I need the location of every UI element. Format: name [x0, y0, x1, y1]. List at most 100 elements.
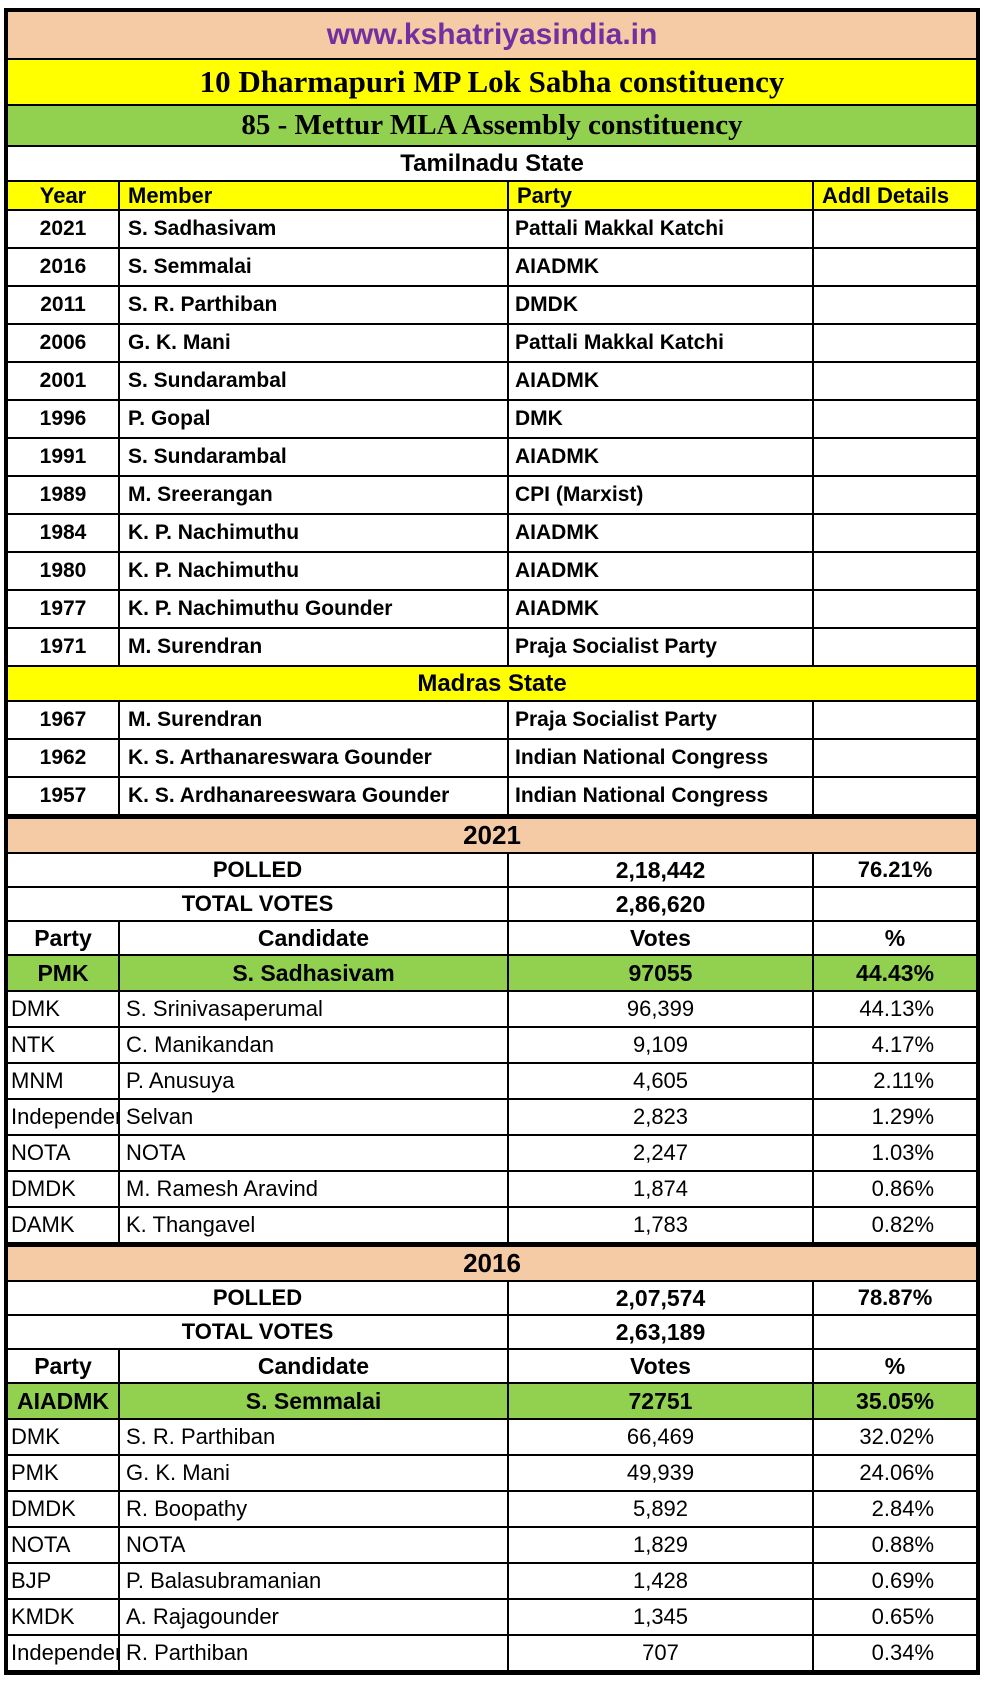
result-row: NTK C. Manikandan 9,109 4.17%	[5, 1026, 980, 1064]
party-cell: Indian National Congress	[507, 776, 814, 818]
result-row: PMK G. K. Mani 49,939 24.06%	[5, 1454, 980, 1492]
pct-cell: 2.11%	[811, 1062, 980, 1100]
votes-cell: 97055	[507, 954, 814, 992]
candidate-header: Candidate	[118, 1348, 509, 1384]
year-cell: 1989	[5, 475, 120, 515]
candidate-cell: R. Parthiban	[118, 1634, 509, 1674]
member-header: Member	[118, 180, 509, 211]
member-row: 2006 G. K. Mani Pattali Makkal Katchi	[5, 323, 980, 363]
year-cell: 1980	[5, 551, 120, 591]
addl-cell	[811, 551, 980, 591]
party-header: Party	[5, 1348, 120, 1384]
votes-cell: 1,428	[507, 1562, 814, 1600]
member-cell: P. Gopal	[118, 399, 509, 439]
pct-cell: 1.29%	[811, 1098, 980, 1136]
year-cell: 1984	[5, 513, 120, 553]
candidate-cell: NOTA	[118, 1134, 509, 1172]
tamilnadu-state-band: Tamilnadu State	[4, 145, 980, 182]
party-cell: NOTA	[5, 1134, 120, 1172]
party-cell: MNM	[5, 1062, 120, 1100]
pct-cell: 0.65%	[811, 1598, 980, 1636]
pct-cell: 35.05%	[811, 1382, 980, 1420]
votes-cell: 2,247	[507, 1134, 814, 1172]
candidate-cell: S. Srinivasaperumal	[118, 990, 509, 1028]
addl-details-header: Addl Details	[811, 180, 980, 211]
year-header: Year	[5, 180, 120, 211]
party-cell: AIADMK	[507, 361, 814, 401]
member-cell: S. Sundarambal	[118, 361, 509, 401]
party-cell: AIADMK	[5, 1382, 120, 1420]
total-votes-pct	[811, 1314, 980, 1350]
party-cell: Pattali Makkal Katchi	[507, 323, 814, 363]
party-cell: Indian National Congress	[507, 738, 814, 778]
party-cell: KMDK	[5, 1598, 120, 1636]
party-cell: Praja Socialist Party	[507, 627, 814, 667]
polled-pct: 78.87%	[811, 1280, 980, 1316]
year-cell: 1971	[5, 627, 120, 667]
polled-votes: 2,07,574	[507, 1280, 814, 1316]
pct-cell: 0.69%	[811, 1562, 980, 1600]
site-banner: www.kshatriyasindia.in	[4, 9, 980, 60]
result-row: BJP P. Balasubramanian 1,428 0.69%	[5, 1562, 980, 1600]
addl-cell	[811, 437, 980, 477]
votes-header: Votes	[507, 1348, 814, 1384]
member-row: 1996 P. Gopal DMK	[5, 399, 980, 439]
candidate-cell: S. Semmalai	[118, 1382, 509, 1420]
year-cell: 1996	[5, 399, 120, 439]
candidate-cell: S. R. Parthiban	[118, 1418, 509, 1456]
party-cell: Praja Socialist Party	[507, 700, 814, 740]
result-row: DMDK R. Boopathy 5,892 2.84%	[5, 1490, 980, 1528]
party-cell: NTK	[5, 1026, 120, 1064]
pct-cell: 24.06%	[811, 1454, 980, 1492]
candidate-cell: NOTA	[118, 1526, 509, 1564]
addl-cell	[811, 323, 980, 363]
votes-cell: 1,829	[507, 1526, 814, 1564]
results-table: www.kshatriyasindia.in 10 Dharmapuri MP …	[4, 8, 981, 1675]
constituency-sheet: www.kshatriyasindia.in 10 Dharmapuri MP …	[4, 8, 981, 1675]
member-row: 1989 M. Sreerangan CPI (Marxist)	[5, 475, 980, 515]
party-cell: AIADMK	[507, 589, 814, 629]
votes-cell: 49,939	[507, 1454, 814, 1492]
pct-cell: 44.43%	[811, 954, 980, 992]
result-row: DMK S. Srinivasaperumal 96,399 44.13%	[5, 990, 980, 1028]
member-table-header: Year Member Party Addl Details	[5, 180, 980, 211]
year-cell: 1977	[5, 589, 120, 629]
member-cell: G. K. Mani	[118, 323, 509, 363]
votes-cell: 66,469	[507, 1418, 814, 1456]
member-cell: M. Surendran	[118, 627, 509, 667]
year-cell: 2011	[5, 285, 120, 325]
addl-cell	[811, 700, 980, 740]
votes-cell: 1,345	[507, 1598, 814, 1636]
votes-cell: 4,605	[507, 1062, 814, 1100]
polled-row: POLLED 2,07,574 78.87%	[5, 1280, 980, 1316]
pct-cell: 44.13%	[811, 990, 980, 1028]
party-header: Party	[507, 180, 814, 211]
party-cell: Independent	[5, 1098, 120, 1136]
party-cell: AIADMK	[507, 513, 814, 553]
state-label: Tamilnadu State	[4, 145, 980, 182]
addl-cell	[811, 209, 980, 249]
addl-cell	[811, 589, 980, 629]
total-votes-label: TOTAL VOTES	[5, 886, 509, 922]
result-row: MNM P. Anusuya 4,605 2.11%	[5, 1062, 980, 1100]
votes-cell: 1,874	[507, 1170, 814, 1208]
year-cell: 1991	[5, 437, 120, 477]
member-cell: S. R. Parthiban	[118, 285, 509, 325]
polled-label: POLLED	[5, 852, 509, 888]
member-row: 2011 S. R. Parthiban DMDK	[5, 285, 980, 325]
candidate-cell: A. Rajagounder	[118, 1598, 509, 1636]
party-cell: DAMK	[5, 1206, 120, 1246]
votes-cell: 1,783	[507, 1206, 814, 1246]
year-cell: 2001	[5, 361, 120, 401]
year-cell: 1957	[5, 776, 120, 818]
polled-votes: 2,18,442	[507, 852, 814, 888]
member-row: 1967 M. Surendran Praja Socialist Party	[5, 700, 980, 740]
member-cell: K. S. Arthanareswara Gounder	[118, 738, 509, 778]
member-cell: K. S. Ardhanareeswara Gounder	[118, 776, 509, 818]
total-votes-row: TOTAL VOTES 2,86,620	[5, 886, 980, 922]
member-cell: S. Semmalai	[118, 247, 509, 287]
mp-banner: 10 Dharmapuri MP Lok Sabha constituency	[4, 58, 980, 106]
candidate-cell: Selvan	[118, 1098, 509, 1136]
madras-state-band: Madras State	[4, 665, 980, 702]
mla-constituency-title: 85 - Mettur MLA Assembly constituency	[4, 104, 980, 147]
